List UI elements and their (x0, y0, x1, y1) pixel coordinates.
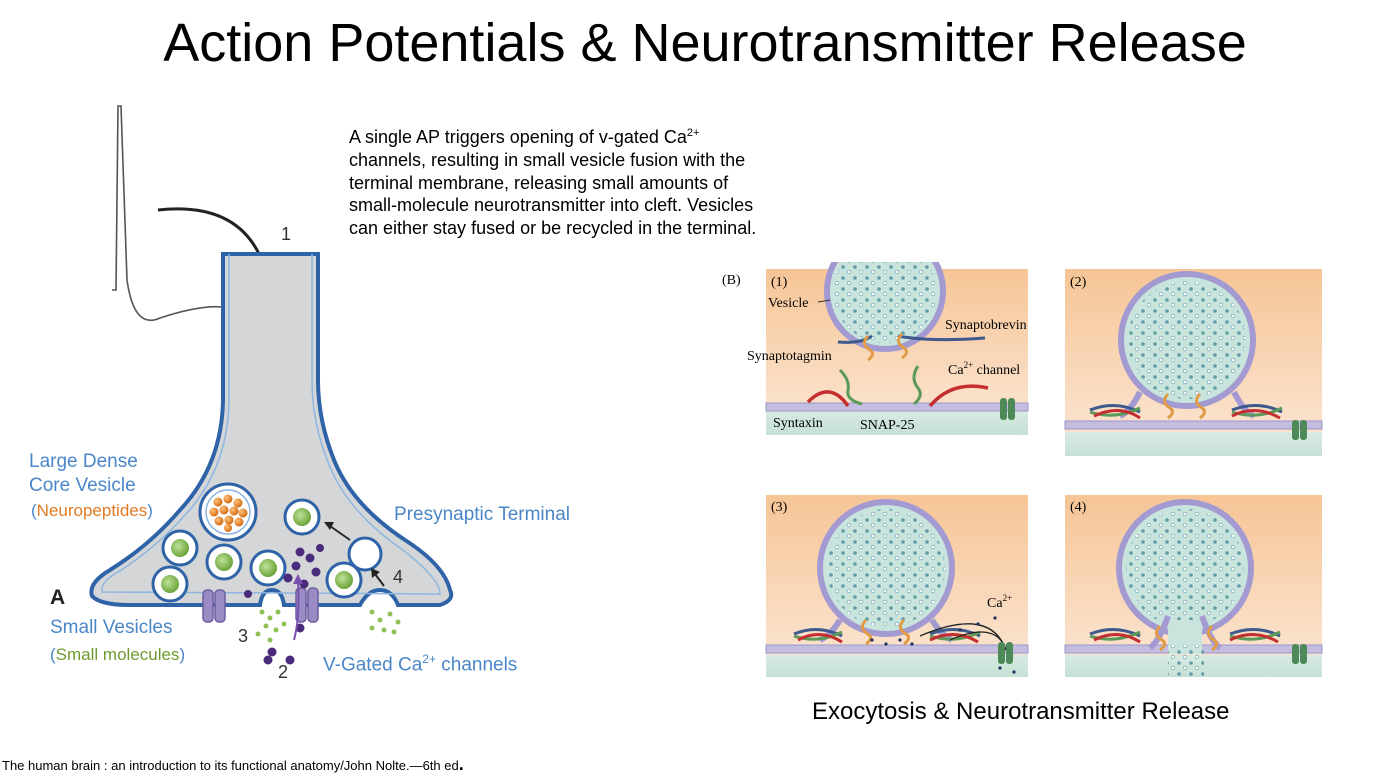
ldcv-label-line2: Core Vesicle (29, 475, 136, 496)
small-molecules-label: (Small molecules) (50, 643, 185, 667)
small-vesicles-label: Small Vesicles (50, 617, 173, 638)
ca-ion-label-sup: 2+ (1003, 593, 1013, 603)
syntaxin-label: Syntaxin (773, 416, 823, 431)
description-part2: channels, resulting in small vesicle fus… (349, 149, 757, 239)
panel-letter-a: A (50, 586, 65, 609)
small-vesicle (205, 543, 243, 581)
synaptotagmin-label: Synaptotagmin (747, 349, 832, 364)
citation-period: . (458, 754, 464, 774)
channels-label-a: V-Gated Ca (323, 654, 423, 676)
exocytosis-diagram: (B) (1) Vesicle Synaptobrevin Synaptotag… (722, 262, 1323, 677)
channels-label-sup: 2+ (422, 652, 436, 666)
panel-3-number: (3) (771, 500, 788, 515)
terminal-membrane-inner (101, 254, 441, 595)
step-1-number: 1 (281, 224, 291, 244)
paren-close: ) (147, 501, 153, 520)
presynaptic-terminal-label: Presynaptic Terminal (394, 504, 571, 525)
step-4-number: 4 (393, 567, 403, 587)
ca-ion-label-a: Ca (987, 596, 1003, 611)
paren-close: ) (179, 645, 186, 664)
ldcv-label-line1: Large Dense (29, 451, 138, 472)
arrow-step-4 (374, 573, 385, 587)
step-3-number: 3 (238, 626, 248, 646)
paren-open: ( (50, 645, 56, 664)
small-vesicles (151, 498, 383, 603)
paren-open: ( (31, 501, 37, 520)
presynaptic-terminal-diagram: 1 2 3 4 A (50, 105, 454, 682)
description-superscript: 2+ (686, 127, 700, 139)
released-neurotransmitter (255, 609, 401, 643)
small-vesicle (151, 565, 189, 603)
ca-channel-label-b: channel (973, 363, 1020, 378)
arrow-head-step-4 (371, 568, 380, 578)
neuropeptides-text: Neuropeptides (36, 501, 148, 520)
large-dense-core-vesicle (198, 482, 258, 542)
panel-4: (4) (1064, 495, 1323, 677)
citation: The human brain : an introduction to its… (2, 754, 464, 775)
ca-ion-label: Ca2+ (987, 593, 1012, 611)
panel-letter-b: (B) (722, 273, 741, 288)
ca-channel-label-sup: 2+ (964, 360, 974, 370)
ldcv-label: Large Dense Core Vesicle (29, 450, 138, 498)
small-vesicle (325, 561, 363, 599)
small-vesicle (249, 549, 287, 587)
snap25-label: SNAP-25 (860, 418, 914, 433)
small-vesicle (161, 529, 199, 567)
ca-channel-left (202, 589, 226, 623)
channels-label: V-Gated Ca2+ channels (323, 647, 517, 677)
ca-influx-arrow-head (293, 574, 303, 584)
step-2-number: 2 (278, 662, 288, 682)
page-title: Action Potentials & Neurotransmitter Rel… (163, 13, 1247, 73)
terminal-body (89, 252, 454, 607)
exocytosis-caption: Exocytosis & Neurotransmitter Release (812, 698, 1230, 725)
ca-channel-label: Ca2+ channel (948, 360, 1020, 378)
recycled-empty-vesicle (347, 536, 383, 572)
recycle-arrow-head (324, 522, 334, 530)
ca-influx-arrow (293, 581, 300, 641)
recycle-arrow (329, 525, 351, 541)
panel-4-number: (4) (1070, 500, 1087, 515)
ca-channel-label-a: Ca (948, 363, 964, 378)
small-vesicle (283, 498, 321, 536)
action-potential-trace (112, 105, 223, 322)
panel-2: (2) (1064, 269, 1323, 456)
channels-label-b: channels (435, 654, 518, 676)
small-molecules-text: Small molecules (55, 645, 180, 664)
panel-3: (3) Ca2+ (765, 495, 1029, 677)
vesicle-label: Vesicle (768, 296, 808, 311)
panel-1: (1) Vesicle Synaptobrevin Synaptotagmin … (747, 262, 1029, 435)
panel-1-number: (1) (771, 275, 788, 290)
synaptobrevin-label: Synaptobrevin (945, 318, 1027, 333)
panel-2-number: (2) (1070, 275, 1087, 290)
citation-text: The human brain : an introduction to its… (2, 758, 459, 773)
description-part1: A single AP triggers opening of v-gated … (349, 127, 687, 147)
ldcv-content-label: (Neuropeptides) (31, 499, 153, 523)
description-text: A single AP triggers opening of v-gated … (349, 126, 769, 240)
